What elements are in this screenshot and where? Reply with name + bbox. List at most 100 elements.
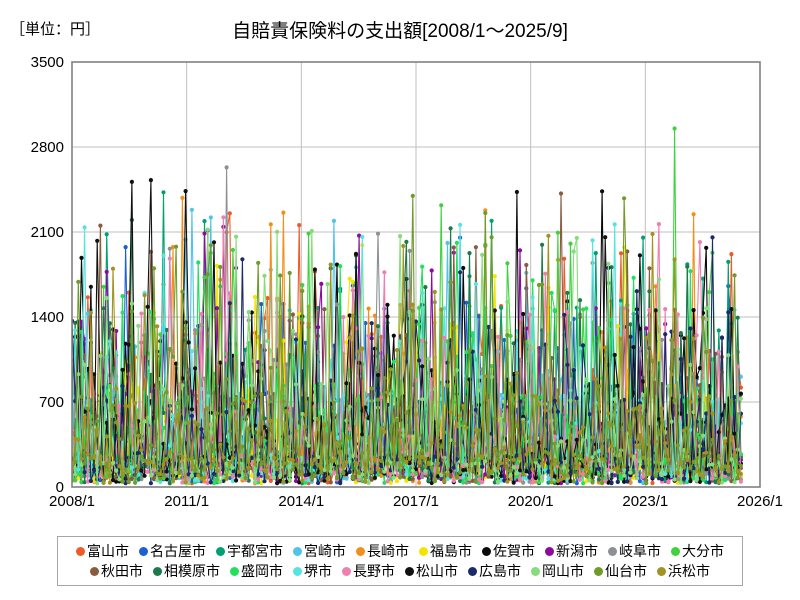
- data-point-marker: [647, 289, 652, 294]
- legend-item-岐阜市[interactable]: 岐阜市: [608, 544, 661, 558]
- data-point-marker: [170, 354, 176, 359]
- legend-item-福島市[interactable]: 福島市: [419, 544, 472, 558]
- data-point-marker: [666, 384, 671, 389]
- data-point-marker: [360, 450, 365, 456]
- data-point-marker: [458, 470, 463, 475]
- data-point-marker: [394, 479, 400, 484]
- data-point-marker: [451, 478, 456, 483]
- data-point-marker: [375, 231, 381, 236]
- data-point-marker: [596, 471, 602, 476]
- data-point-marker: [133, 480, 138, 485]
- legend-item-浜松市[interactable]: 浜松市: [657, 564, 710, 578]
- data-point-marker: [79, 255, 84, 260]
- data-point-marker: [211, 481, 217, 486]
- data-point-marker: [275, 229, 280, 234]
- data-point-marker: [577, 298, 583, 303]
- data-point-marker: [596, 477, 602, 482]
- legend-item-新潟市[interactable]: 新潟市: [545, 544, 598, 558]
- data-point-marker: [596, 402, 602, 408]
- data-point-marker: [252, 393, 258, 398]
- legend-item-広島市[interactable]: 広島市: [468, 564, 521, 578]
- data-point-marker: [716, 328, 721, 333]
- legend-item-堺市[interactable]: 堺市: [293, 564, 332, 578]
- legend-item-大分市[interactable]: 大分市: [671, 544, 724, 558]
- data-point-marker: [675, 312, 680, 317]
- data-point-marker: [577, 430, 583, 435]
- data-point-marker: [303, 473, 308, 478]
- data-point-marker: [458, 222, 463, 227]
- data-point-marker: [644, 481, 649, 486]
- legend-item-岡山市[interactable]: 岡山市: [531, 564, 584, 578]
- legend-item-松山市[interactable]: 松山市: [405, 564, 458, 578]
- data-point-marker: [202, 231, 207, 236]
- data-point-marker: [461, 265, 466, 271]
- legend-item-宮崎市[interactable]: 宮崎市: [293, 544, 346, 558]
- data-point-marker: [546, 451, 551, 456]
- legend-item-相模原市[interactable]: 相模原市: [153, 564, 220, 578]
- data-point-marker: [650, 231, 655, 237]
- data-point-marker: [375, 386, 381, 391]
- legend-item-仙台市[interactable]: 仙台市: [594, 564, 647, 578]
- data-point-marker: [738, 463, 744, 468]
- data-point-marker: [688, 399, 693, 405]
- data-point-marker: [700, 276, 706, 281]
- data-point-marker: [275, 467, 280, 472]
- legend-row: 富山市 名古屋市 宇都宮市 宮崎市 長崎市 福島市 佐賀市 新潟市 岐阜市 大分市: [60, 541, 740, 561]
- data-point-marker: [372, 457, 377, 462]
- data-point-marker: [612, 397, 617, 402]
- data-point-marker: [417, 321, 422, 327]
- data-point-marker: [723, 478, 728, 483]
- data-point-marker: [284, 461, 289, 466]
- legend-label: 大分市: [682, 543, 724, 559]
- data-point-marker: [202, 219, 207, 224]
- data-point-marker: [287, 270, 292, 276]
- data-point-marker: [533, 475, 538, 481]
- data-point-marker: [423, 468, 428, 474]
- data-point-marker: [694, 333, 699, 338]
- data-point-marker: [369, 469, 374, 474]
- data-point-marker: [458, 413, 463, 418]
- data-point-marker: [417, 463, 422, 468]
- data-point-marker: [540, 282, 545, 287]
- plot-area: 0 700 1400 2100 2800 3500 2008/1 2011/1 2014/1 20…: [31, 54, 783, 510]
- data-point-marker: [546, 480, 551, 485]
- legend-item-名古屋市[interactable]: 名古屋市: [139, 544, 206, 558]
- data-point-marker: [710, 462, 715, 467]
- data-point-marker: [297, 452, 302, 457]
- legend-item-盛岡市[interactable]: 盛岡市: [230, 564, 283, 578]
- data-point-marker: [259, 302, 264, 307]
- legend: 富山市 名古屋市 宇都宮市 宮崎市 長崎市 福島市 佐賀市 新潟市 岐阜市 大分市秋田市 相模原市 盛…: [57, 536, 743, 586]
- data-point-marker: [656, 222, 662, 227]
- data-point-marker: [328, 262, 333, 267]
- data-point-marker: [199, 427, 204, 432]
- data-point-marker: [79, 456, 84, 461]
- data-point-marker: [265, 296, 270, 301]
- data-point-marker: [716, 349, 721, 354]
- legend-item-長崎市[interactable]: 長崎市: [356, 544, 409, 558]
- data-point-marker: [700, 474, 706, 479]
- data-point-marker: [95, 481, 100, 486]
- legend-item-秋田市[interactable]: 秋田市: [90, 564, 143, 578]
- data-point-marker: [502, 417, 507, 422]
- data-point-marker: [691, 212, 696, 217]
- legend-item-宇都宮市[interactable]: 宇都宮市: [216, 544, 283, 558]
- legend-item-長野市[interactable]: 長野市: [342, 564, 395, 578]
- data-point-marker: [117, 403, 122, 408]
- data-point-marker: [353, 480, 359, 485]
- data-point-marker: [224, 476, 229, 481]
- data-point-marker: [704, 480, 709, 485]
- legend-item-佐賀市[interactable]: 佐賀市: [482, 544, 535, 558]
- legend-item-富山市[interactable]: 富山市: [76, 544, 129, 558]
- data-point-marker: [136, 477, 141, 482]
- data-point-marker: [234, 234, 239, 239]
- data-point-marker: [177, 412, 182, 417]
- data-point-marker: [256, 260, 261, 265]
- data-point-marker: [618, 456, 624, 461]
- data-point-marker: [76, 471, 81, 476]
- data-point-marker: [669, 372, 674, 377]
- legend-marker-icon: [139, 546, 148, 556]
- data-point-marker: [622, 196, 627, 201]
- data-point-marker: [432, 406, 437, 411]
- data-point-marker: [590, 238, 595, 243]
